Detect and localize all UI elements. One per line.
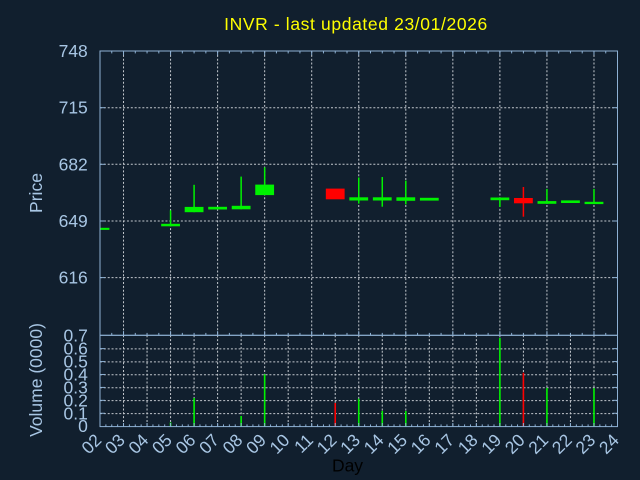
svg-text:0.6: 0.6 (63, 339, 87, 359)
svg-text:0.1: 0.1 (63, 403, 87, 423)
svg-text:Volume (0000): Volume (0000) (26, 323, 46, 437)
svg-text:0.3: 0.3 (63, 377, 87, 397)
svg-text:Price: Price (26, 173, 46, 213)
svg-text:Day: Day (332, 456, 363, 476)
svg-text:0.2: 0.2 (63, 390, 87, 410)
svg-text:715: 715 (59, 98, 88, 118)
svg-text:0: 0 (78, 416, 88, 436)
svg-text:INVR - last updated 23/01/2026: INVR - last updated 23/01/2026 (224, 14, 488, 34)
svg-text:0.5: 0.5 (63, 352, 87, 372)
svg-text:649: 649 (59, 211, 88, 231)
svg-text:682: 682 (59, 154, 88, 174)
svg-text:616: 616 (59, 268, 88, 288)
svg-text:0.7: 0.7 (63, 326, 87, 346)
svg-text:0.4: 0.4 (63, 364, 88, 384)
svg-text:748: 748 (59, 41, 88, 61)
